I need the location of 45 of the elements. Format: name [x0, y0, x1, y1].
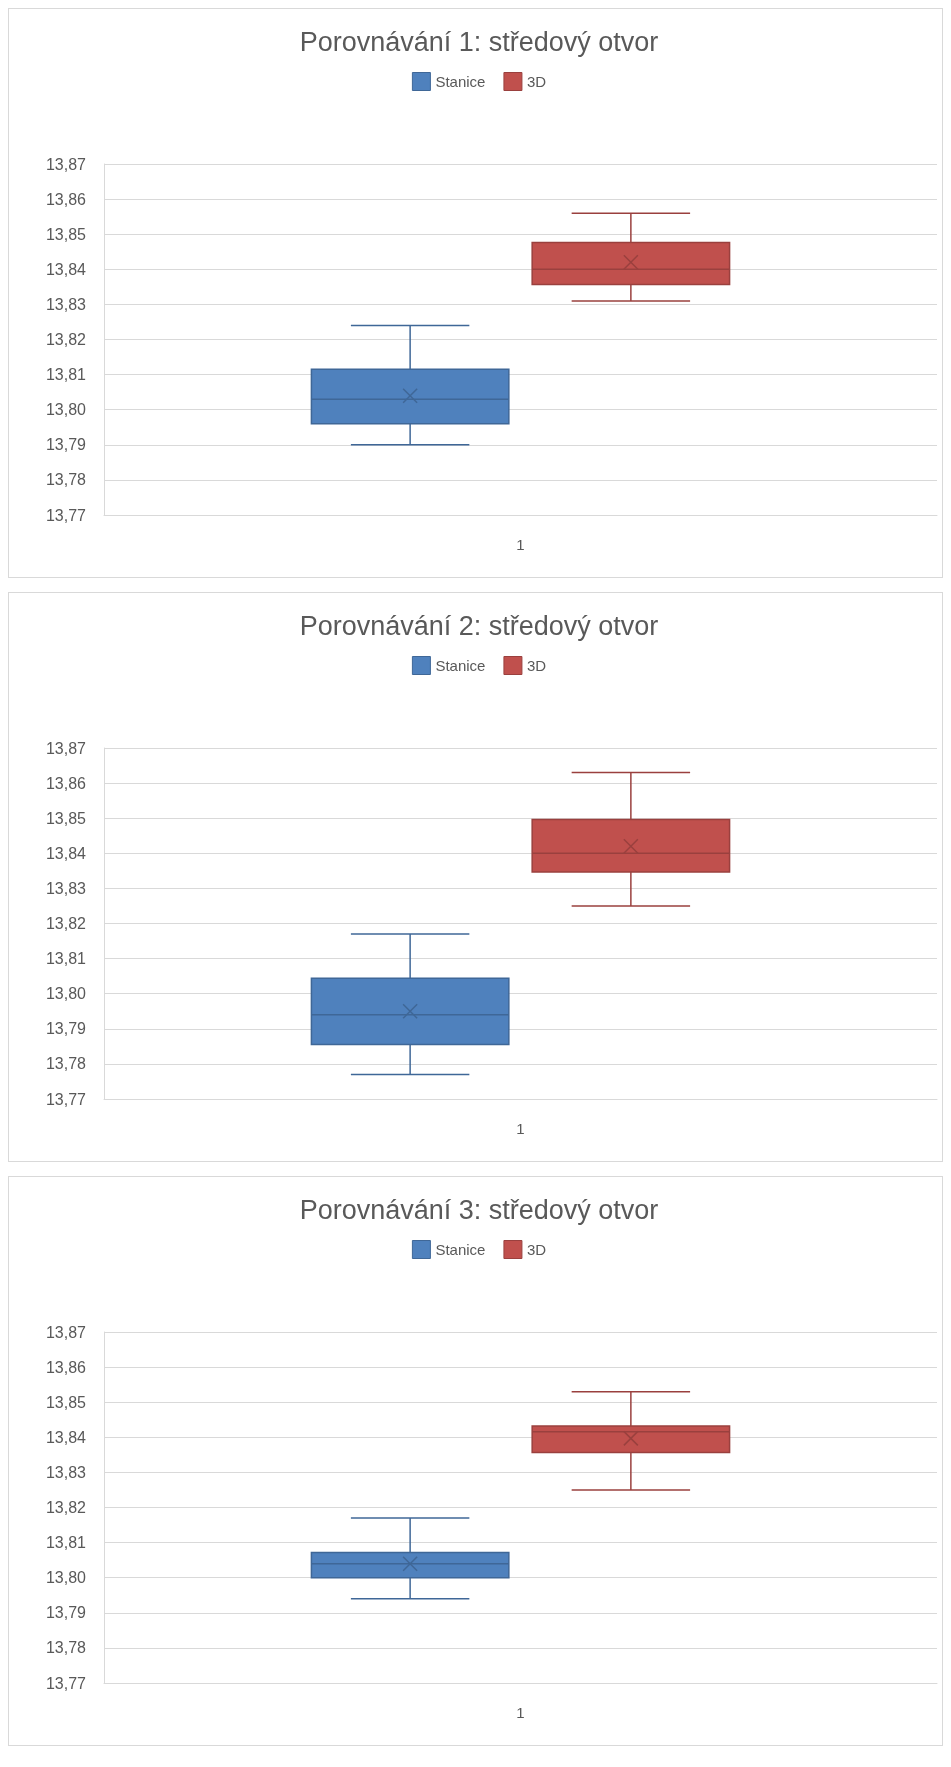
y-tick-label: 13,83 [45, 879, 87, 897]
y-tick-label: 13,86 [45, 774, 87, 792]
y-tick-label: 13,85 [45, 809, 87, 827]
y-tick-label: 13,79 [45, 1604, 87, 1622]
y-tick-label: 13,78 [45, 471, 87, 489]
x-tick-label: 1 [516, 1704, 525, 1721]
y-tick-label: 13,86 [45, 1358, 87, 1376]
y-tick-label: 13,82 [45, 331, 87, 348]
chart-title: Porovnávání 2: středový otvor [299, 610, 659, 641]
y-tick-label: 13,85 [45, 1393, 87, 1411]
y-tick-label: 13,81 [45, 366, 87, 384]
y-tick-label: 13,83 [45, 295, 87, 313]
legend-label: 3D [526, 73, 547, 90]
y-tick-label: 13,87 [45, 1323, 87, 1341]
y-tick-label: 13,81 [45, 1534, 87, 1552]
y-tick-label: 13,80 [45, 985, 87, 1003]
y-tick-label: 13,87 [45, 739, 87, 757]
legend-label: Stanice [435, 73, 486, 90]
legend-label: 3D [526, 1241, 547, 1258]
y-tick-label: 13,79 [45, 1020, 87, 1038]
x-tick-label: 1 [516, 1120, 525, 1137]
y-tick-label: 13,84 [45, 844, 87, 862]
x-tick-label: 1 [516, 536, 525, 553]
legend-label: Stanice [435, 1241, 486, 1258]
y-tick-label: 13,78 [45, 1055, 87, 1073]
y-tick-label: 13,81 [45, 950, 87, 968]
y-tick-label: 13,84 [45, 260, 87, 278]
y-tick-label: 13,80 [45, 401, 87, 419]
chart-title: Porovnávání 1: středový otvor [299, 26, 659, 57]
y-tick-label: 13,82 [45, 915, 87, 932]
y-tick-label: 13,77 [45, 1090, 87, 1108]
y-tick-label: 13,78 [45, 1639, 87, 1657]
y-tick-label: 13,87 [45, 155, 87, 173]
y-tick-label: 13,84 [45, 1428, 87, 1446]
y-tick-label: 13,83 [45, 1463, 87, 1481]
y-tick-label: 13,79 [45, 436, 87, 454]
y-tick-label: 13,80 [45, 1569, 87, 1587]
legend-label: 3D [526, 657, 547, 674]
legend-label: Stanice [435, 657, 486, 674]
y-tick-label: 13,86 [45, 190, 87, 208]
y-tick-label: 13,77 [45, 506, 87, 524]
chart-title: Porovnávání 3: středový otvor [299, 1194, 659, 1225]
y-tick-label: 13,82 [45, 1499, 87, 1516]
y-tick-label: 13,77 [45, 1674, 87, 1692]
y-tick-label: 13,85 [45, 225, 87, 243]
